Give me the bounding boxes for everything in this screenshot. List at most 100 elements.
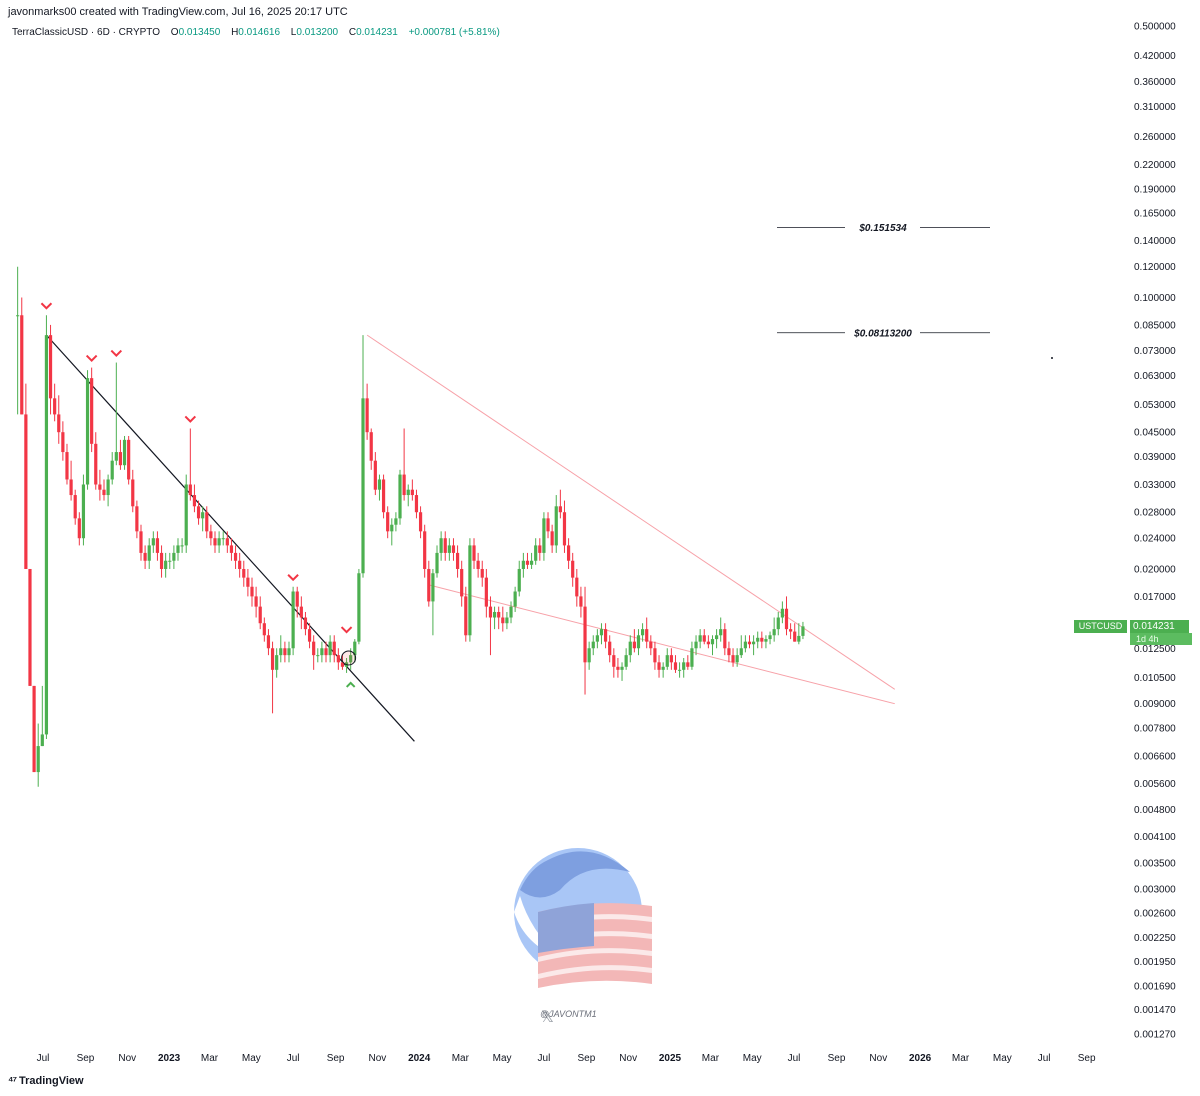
- candle-body: [628, 641, 632, 656]
- candle-body: [394, 518, 398, 525]
- candle-body: [497, 611, 501, 618]
- candle-body: [69, 479, 73, 496]
- y-tick-label: 0.165000: [1134, 209, 1176, 220]
- candle-body: [250, 586, 254, 597]
- candle-body: [653, 648, 657, 663]
- candle-body: [789, 629, 793, 632]
- tradingview-logo[interactable]: ⁴⁷ TradingView: [8, 1075, 84, 1087]
- x-tick-label: Jul: [287, 1053, 300, 1064]
- candle-body: [460, 568, 464, 597]
- candle-body: [320, 648, 324, 656]
- candle-body: [760, 637, 764, 642]
- candle-body: [196, 506, 201, 519]
- candle-body: [595, 635, 599, 642]
- x-tick-label: Nov: [369, 1053, 387, 1064]
- candle-body: [398, 474, 402, 519]
- symbol-name[interactable]: TerraClassicUSD · 6D · CRYPTO: [12, 27, 160, 38]
- top-marker-icon: [40, 302, 53, 310]
- candle-body: [85, 378, 90, 485]
- candle-body: [772, 629, 776, 636]
- candle-body: [542, 518, 546, 553]
- candle-body: [106, 479, 110, 496]
- candle-body: [649, 641, 653, 649]
- candle-body: [710, 639, 715, 645]
- candle-body: [488, 606, 493, 618]
- open-label: O: [170, 27, 179, 38]
- x-tick-label: 2024: [408, 1053, 431, 1064]
- candle-body: [624, 655, 628, 667]
- x-tick-label: 2023: [158, 1053, 181, 1064]
- y-tick-label: 0.001470: [1134, 1005, 1176, 1016]
- y-tick-label: 0.003000: [1134, 884, 1176, 895]
- candle-body: [501, 617, 505, 624]
- y-tick-label: 0.028000: [1134, 508, 1176, 519]
- y-tick-label: 0.003500: [1134, 858, 1176, 869]
- candle-body: [797, 635, 801, 642]
- candle-body: [246, 577, 250, 587]
- candle-body: [599, 629, 604, 636]
- candle-body: [562, 512, 567, 546]
- candle-body: [431, 573, 435, 602]
- candle-body: [192, 495, 197, 507]
- candle-body: [571, 560, 575, 578]
- y-tick-label: 0.420000: [1134, 51, 1176, 62]
- candle-body: [254, 596, 258, 607]
- y-tick-label: 0.010500: [1134, 673, 1176, 684]
- y-tick-label: 0.260000: [1134, 132, 1176, 143]
- candle-body: [632, 641, 636, 649]
- candle-body: [636, 635, 641, 649]
- change-value: +0.000781 (+5.81%): [408, 27, 500, 38]
- candle-body: [28, 568, 32, 686]
- candle-body: [694, 641, 698, 649]
- y-tick-label: 0.190000: [1134, 185, 1176, 196]
- candle-body: [65, 452, 69, 480]
- candle-body: [381, 479, 386, 513]
- candle-body: [209, 531, 213, 539]
- candle-body: [682, 662, 686, 670]
- candle-body: [402, 474, 406, 496]
- candle-body: [122, 439, 127, 466]
- candle-body: [159, 552, 164, 569]
- candle-body: [776, 617, 780, 630]
- x-logo-icon: 𝕏: [541, 1007, 554, 1026]
- open-value: 0.013450: [178, 27, 221, 38]
- candle-body: [262, 623, 266, 636]
- x-tick-label: May: [993, 1053, 1012, 1064]
- candle-body: [665, 655, 669, 667]
- x-tick-label: Mar: [702, 1053, 720, 1064]
- candle-body: [225, 538, 229, 546]
- tradingview-icon: ⁴⁷: [8, 1075, 17, 1087]
- y-tick-label: 0.006600: [1134, 751, 1176, 762]
- candle-body: [583, 606, 587, 663]
- candle-body: [114, 452, 118, 461]
- candle-body: [279, 648, 283, 656]
- terra-logo-shade: [520, 851, 630, 898]
- watermark-handle: @JAVONTM1: [540, 1009, 597, 1019]
- price-tag-countdown: 1d 4h: [1130, 633, 1192, 645]
- x-tick-label: Jul: [788, 1053, 801, 1064]
- candle-body: [657, 662, 661, 670]
- x-tick-label: Jul: [538, 1053, 551, 1064]
- candle-body: [546, 518, 550, 532]
- candle-body: [727, 648, 731, 656]
- candle-body: [312, 641, 316, 656]
- candle-body: [414, 495, 419, 513]
- y-tick-label: 0.024000: [1134, 534, 1176, 545]
- y-tick-label: 0.001690: [1134, 981, 1176, 992]
- brand-name: TradingView: [18, 1075, 84, 1087]
- candle-body: [423, 531, 427, 569]
- candle-body: [735, 655, 739, 663]
- top-marker-icon: [85, 354, 98, 362]
- candle-body: [369, 432, 373, 461]
- chart-header: javonmarks00 created with TradingView.co…: [8, 6, 348, 18]
- x-tick-label: Mar: [452, 1053, 470, 1064]
- candle-body: [780, 608, 784, 618]
- candle-body: [731, 655, 735, 663]
- candle-body: [669, 655, 673, 663]
- candle-body: [258, 606, 262, 624]
- candle-body: [706, 641, 710, 645]
- close-label: C: [348, 27, 357, 38]
- candle-body: [303, 617, 308, 630]
- x-tick-label: Nov: [869, 1053, 887, 1064]
